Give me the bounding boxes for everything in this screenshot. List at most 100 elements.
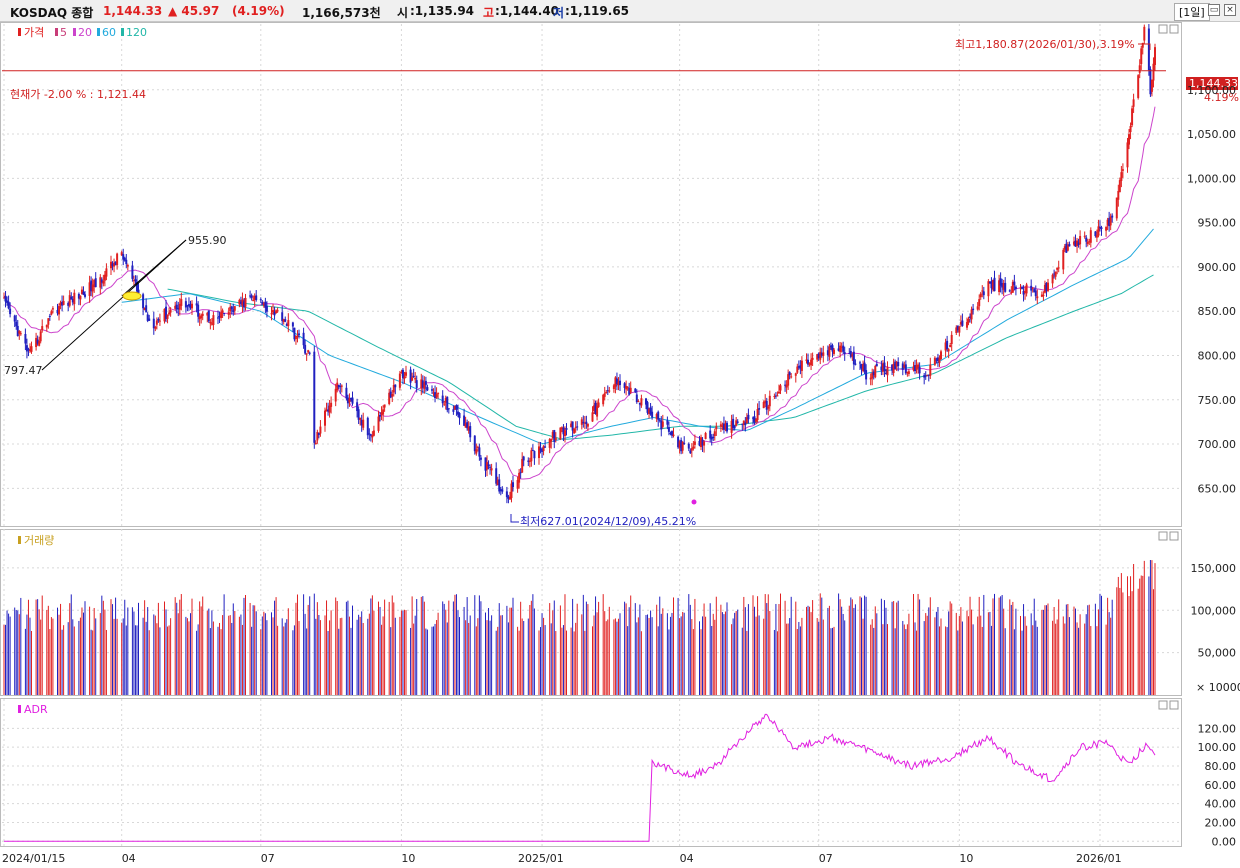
candle-body (270, 313, 273, 315)
candle-body (148, 318, 151, 321)
candle-body (137, 289, 140, 294)
volume-max-icon[interactable] (1158, 531, 1168, 541)
panel-max-icon[interactable] (1158, 24, 1168, 34)
candle-body (1098, 226, 1101, 228)
candle-body (1001, 283, 1004, 288)
candle-body (531, 449, 534, 451)
candle-body (946, 340, 949, 350)
candle-body (447, 408, 450, 410)
candle-body (800, 360, 803, 371)
legend-ma20: 20 (78, 26, 92, 39)
adr-max-icon[interactable] (1158, 700, 1168, 710)
candle-body (753, 416, 756, 423)
candle-body (625, 386, 628, 390)
candle-body (904, 364, 907, 374)
candle-body (1057, 267, 1060, 269)
volume-close-icon[interactable] (1169, 531, 1179, 541)
candle-body (134, 279, 137, 282)
candle-body (810, 359, 813, 366)
candle-body (157, 319, 160, 321)
candle-body (177, 307, 180, 310)
panel-close-icon[interactable] (1169, 24, 1179, 34)
candle-body (152, 318, 155, 329)
candle-body (1100, 227, 1103, 229)
candle-body (4, 295, 7, 302)
candle-body (1054, 271, 1057, 277)
candle-body (16, 325, 19, 337)
x-tick-label: 07 (819, 852, 833, 865)
candle-body (726, 422, 729, 432)
candle-body (669, 432, 672, 434)
candle-body (530, 450, 533, 462)
candle-body (197, 304, 200, 317)
candle-body (253, 296, 256, 300)
candle-body (1129, 126, 1132, 133)
adr-line (4, 713, 1156, 842)
candle-body (596, 405, 599, 417)
candle-body (114, 261, 117, 266)
candle-body (195, 303, 198, 306)
candle-body (198, 316, 201, 320)
candle-body (539, 448, 542, 451)
restore-icon[interactable]: ▭ (1208, 4, 1220, 16)
candle-body (895, 361, 898, 367)
period-selector[interactable]: [1일] (1174, 3, 1210, 21)
close-icon[interactable]: × (1224, 4, 1236, 16)
candle-body (735, 420, 738, 426)
candle-body (1047, 282, 1050, 291)
candle-body (495, 468, 498, 484)
candle-body (111, 263, 114, 267)
candle-body (507, 496, 510, 499)
candle-body (430, 389, 433, 391)
candle-body (903, 364, 906, 368)
candle-body (262, 303, 265, 306)
candle-body (756, 408, 759, 421)
candle-body (501, 489, 504, 492)
candle-body (122, 254, 125, 260)
candle-body (762, 402, 765, 409)
candle-body (250, 295, 253, 298)
candle-body (475, 449, 478, 454)
candle-body (1083, 235, 1086, 237)
candle-body (478, 447, 481, 457)
candle-body (629, 387, 632, 393)
candle-body (84, 294, 87, 297)
candle-body (869, 377, 872, 380)
candle-body (585, 421, 588, 425)
candle-body (294, 336, 297, 339)
candle-body (854, 363, 857, 365)
candle-body (831, 345, 834, 352)
candle-body (681, 441, 684, 451)
x-tick-label: 2024/01/15 (2, 852, 65, 865)
candle-body (372, 430, 375, 436)
candle-body (582, 421, 585, 424)
candles (3, 24, 1156, 504)
last-pct-tag-text: 4.19% (1204, 91, 1239, 104)
candle-body (490, 468, 493, 471)
stock-chart[interactable]: 가격 5 20 60 120 거래량 ADR 현재가 -2.00 % : 1,1… (0, 22, 1240, 868)
candle-body (765, 400, 768, 410)
candle-body (907, 371, 910, 374)
volume-y-tick: 50,000 (1198, 647, 1237, 660)
candle-body (47, 318, 50, 325)
candle-body (1109, 216, 1112, 226)
candle-body (967, 318, 970, 323)
candle-body (655, 414, 658, 419)
candle-body (319, 426, 322, 434)
candle-body (638, 402, 641, 405)
candle-body (733, 425, 736, 429)
candle-body (13, 315, 16, 322)
price-y-tick: 750.00 (1198, 394, 1237, 407)
adr-close-icon[interactable] (1169, 700, 1179, 710)
candle-body (293, 327, 296, 340)
price-y-tick: 1,050.00 (1187, 128, 1236, 141)
candle-body (667, 427, 670, 432)
candle-body (574, 426, 577, 428)
candle-body (672, 434, 675, 437)
candle-body (1097, 226, 1100, 236)
candle-body (103, 274, 106, 281)
candle-body (976, 306, 979, 310)
price-panel-buttons[interactable] (1158, 24, 1179, 710)
candle-body (1045, 283, 1048, 292)
candle-body (516, 480, 519, 489)
